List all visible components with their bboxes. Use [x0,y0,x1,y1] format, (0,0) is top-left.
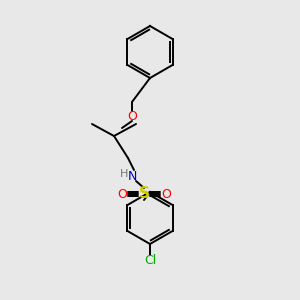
Text: O: O [127,110,137,122]
Text: N: N [127,169,137,182]
Text: O: O [117,188,127,200]
Text: H: H [120,169,128,179]
Text: Cl: Cl [144,254,156,266]
Text: S: S [139,187,149,202]
Text: O: O [161,188,171,200]
